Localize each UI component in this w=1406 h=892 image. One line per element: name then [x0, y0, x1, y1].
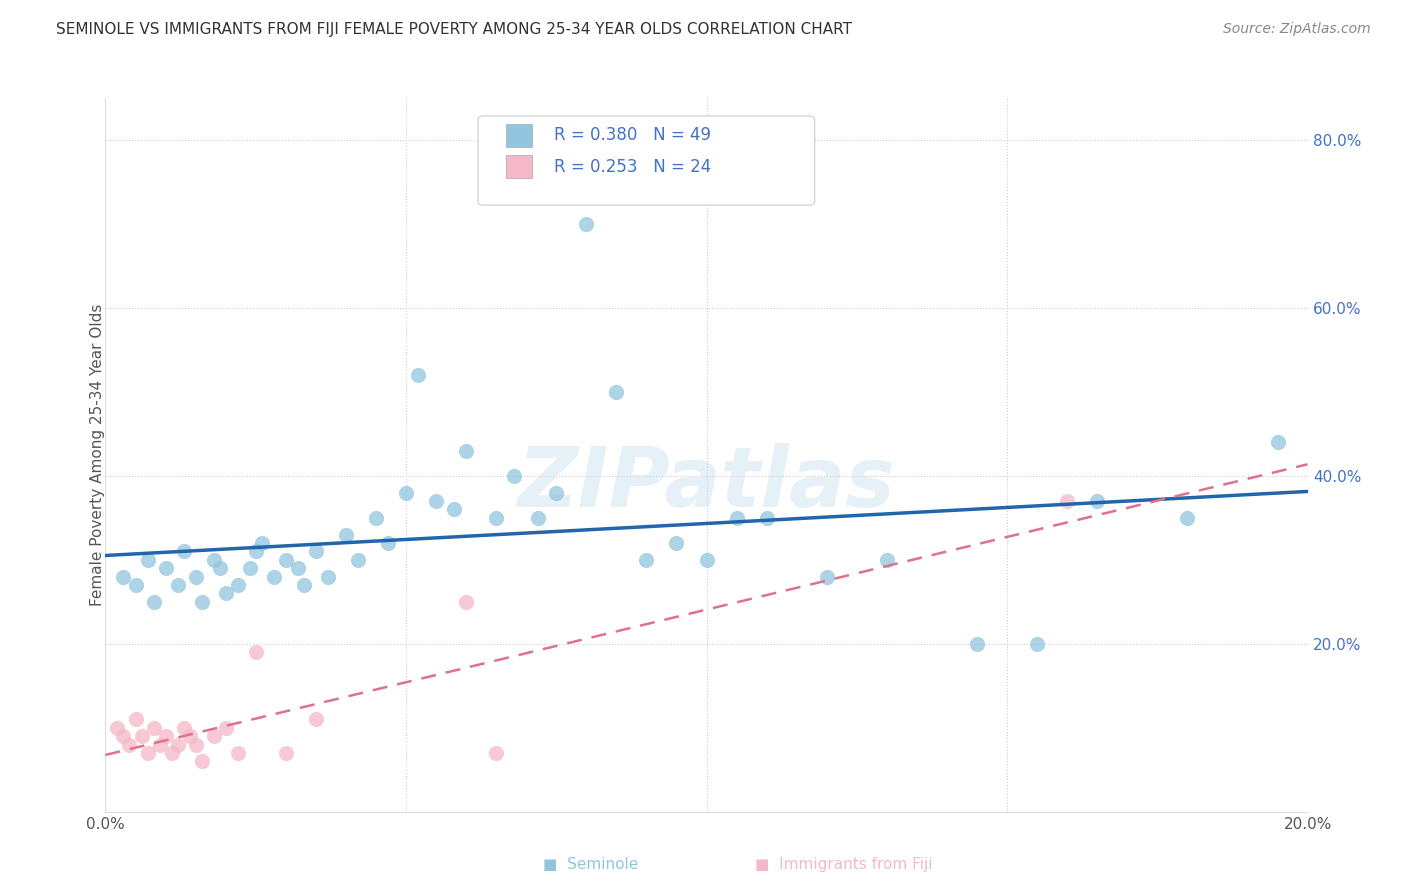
Point [636, 553, 658, 567]
Point [136, 746, 159, 760]
Point [190, 595, 212, 609]
Point [443, 502, 465, 516]
Point [527, 511, 550, 525]
Text: R = 0.253   N = 24: R = 0.253 N = 24 [554, 158, 711, 176]
Point [166, 738, 188, 752]
Point [124, 712, 146, 726]
Point [485, 746, 508, 760]
Point [575, 217, 598, 231]
Point [395, 485, 418, 500]
Point [136, 553, 159, 567]
Point [1056, 494, 1078, 508]
Point [605, 384, 627, 399]
Point [347, 553, 370, 567]
Point [755, 511, 778, 525]
Point [179, 729, 201, 743]
Point [546, 485, 568, 500]
Point [155, 561, 177, 575]
Point [665, 536, 688, 550]
Point [966, 637, 988, 651]
Point [335, 527, 357, 541]
Point [112, 729, 135, 743]
Point [245, 544, 267, 558]
Point [214, 586, 236, 600]
Point [160, 746, 183, 760]
Point [316, 569, 339, 583]
Point [377, 536, 399, 550]
Bar [506, 124, 533, 146]
Point [142, 595, 165, 609]
Text: SEMINOLE VS IMMIGRANTS FROM FIJI FEMALE POVERTY AMONG 25-34 YEAR OLDS CORRELATIO: SEMINOLE VS IMMIGRANTS FROM FIJI FEMALE … [56, 22, 852, 37]
Point [245, 645, 267, 659]
Point [1085, 494, 1108, 508]
Point [118, 738, 141, 752]
Point [214, 721, 236, 735]
Point [1175, 511, 1198, 525]
Y-axis label: Female Poverty Among 25-34 Year Olds: Female Poverty Among 25-34 Year Olds [90, 304, 104, 606]
Point [287, 561, 309, 575]
Point [131, 729, 153, 743]
Point [274, 746, 297, 760]
Bar [506, 155, 533, 178]
Point [239, 561, 262, 575]
Point [425, 494, 447, 508]
Point [815, 569, 838, 583]
Point [202, 553, 225, 567]
Point [112, 569, 135, 583]
Point [485, 511, 508, 525]
Point [263, 569, 285, 583]
Point [184, 738, 207, 752]
Point [454, 443, 477, 458]
Point [250, 536, 273, 550]
Point [124, 578, 146, 592]
Text: Source: ZipAtlas.com: Source: ZipAtlas.com [1223, 22, 1371, 37]
Point [166, 578, 188, 592]
Point [454, 595, 477, 609]
Point [696, 553, 718, 567]
Point [107, 721, 129, 735]
Point [876, 553, 898, 567]
Point [173, 721, 195, 735]
Text: R = 0.380   N = 49: R = 0.380 N = 49 [554, 127, 711, 145]
Point [142, 721, 165, 735]
Point [274, 553, 297, 567]
Point [503, 469, 526, 483]
Point [292, 578, 315, 592]
Point [173, 544, 195, 558]
Point [190, 755, 212, 769]
Point [226, 746, 249, 760]
Text: ■  Seminole: ■ Seminole [543, 857, 638, 872]
Point [148, 738, 170, 752]
Point [202, 729, 225, 743]
Text: ZIPatlas: ZIPatlas [517, 443, 896, 524]
Text: ■  Immigrants from Fiji: ■ Immigrants from Fiji [755, 857, 932, 872]
Point [364, 511, 387, 525]
Point [725, 511, 748, 525]
Point [208, 561, 231, 575]
Point [406, 368, 429, 383]
Point [305, 712, 328, 726]
FancyBboxPatch shape [478, 116, 814, 205]
Point [1267, 435, 1289, 450]
Point [1026, 637, 1049, 651]
Point [305, 544, 328, 558]
Point [184, 569, 207, 583]
Point [226, 578, 249, 592]
Point [155, 729, 177, 743]
